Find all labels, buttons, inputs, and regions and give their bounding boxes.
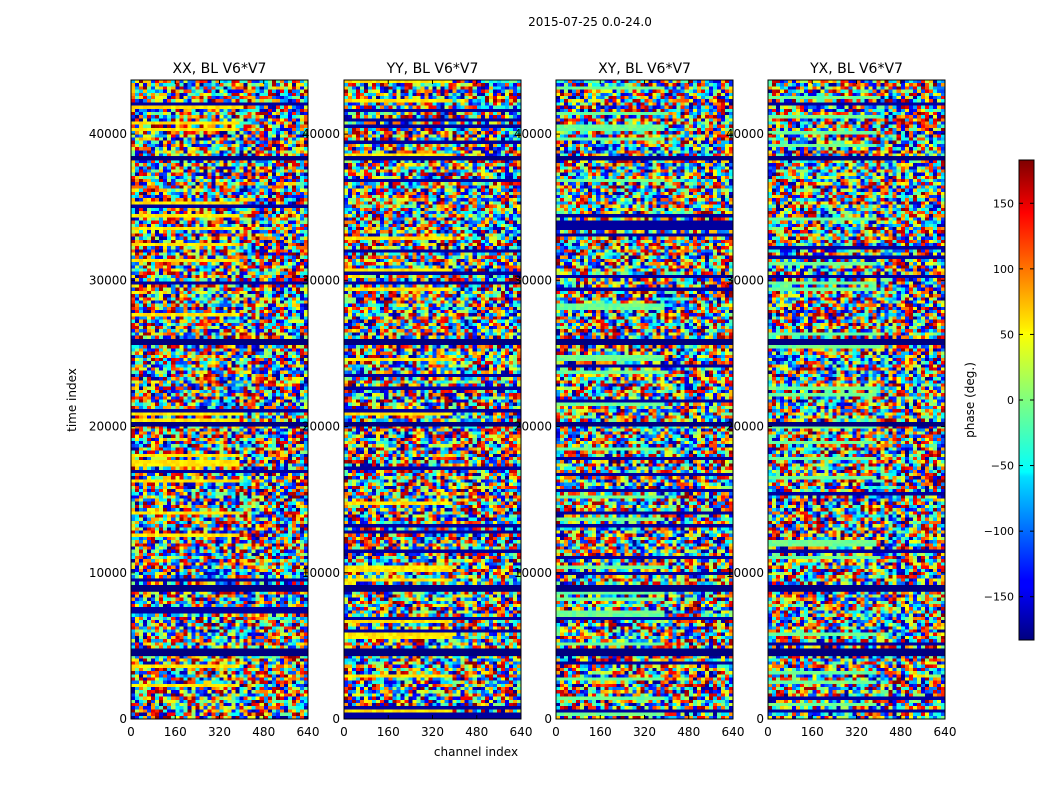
flagged-band [131,650,308,657]
y-tick-label: 30000 [89,273,127,287]
panel-title: XX, BL V6*V7 [173,61,267,77]
x-tick-label: 160 [164,725,187,739]
x-tick-label: 0 [764,725,772,739]
flagged-band [344,585,521,592]
colorbar-gradient [1019,160,1034,640]
x-tick-label: 320 [421,725,444,739]
x-tick-label: 640 [297,725,320,739]
colorbar-ticks: 150 100 50 0 −50 −100 −150 [984,197,1034,604]
phase-heatmap-xx [131,80,308,719]
x-axis-label: channel index [434,745,518,759]
panel-title: XY, BL V6*V7 [598,61,691,77]
y-tick-label: 0 [332,712,340,726]
flagged-band [556,585,733,592]
chart-suptitle: 2015-07-25 0.0-24.0 [528,15,652,29]
flagged-band [768,156,945,161]
colorbar-tick-label: 0 [1007,394,1014,407]
y-tick-label: 40000 [726,127,764,141]
y-tick-label: 30000 [302,273,340,287]
y-tick-label: 30000 [726,273,764,287]
phase-heatmap-yx [768,80,945,719]
flagged-band [344,340,521,345]
x-tick-label: 0 [127,725,135,739]
panels: XX, BL V6*V7 0 160 320 480 640 0 10000 20000 3000… [89,61,957,739]
phase-heatmap-yy [344,80,521,719]
x-tick-label: 160 [377,725,400,739]
y-tick-label: 20000 [89,420,127,434]
colorbar-tick-label: −150 [984,591,1014,604]
y-tick-label: 20000 [302,420,340,434]
flagged-band [131,585,308,592]
x-tick-label: 640 [510,725,533,739]
colorbar: 150 100 50 0 −50 −100 −150 [984,159,1035,641]
flagged-band [556,156,733,161]
y-tick-label: 10000 [302,566,340,580]
x-tick-label: 0 [340,725,348,739]
panel-xy: XY, BL V6*V7 0 160 320 480 640 0 10000 20000 3000… [514,61,745,739]
panel-title: YY, BL V6*V7 [386,61,479,77]
flagged-band [556,650,733,657]
x-tick-label: 320 [633,725,656,739]
y-tick-label: 30000 [514,273,552,287]
y-tick-label: 10000 [514,566,552,580]
x-tick-label: 480 [252,725,275,739]
x-tick-label: 320 [208,725,231,739]
y-tick-label: 40000 [302,127,340,141]
x-tick-label: 640 [722,725,745,739]
colorbar-tick-label: −100 [984,525,1014,538]
y-tick-label: 10000 [89,566,127,580]
flagged-band [344,156,521,161]
colorbar-label: phase (deg.) [963,362,977,438]
colorbar-tick-label: 150 [993,197,1014,210]
flagged-band [768,650,945,657]
y-tick-label: 0 [119,712,127,726]
y-tick-label: 0 [544,712,552,726]
x-tick-label: 640 [934,725,957,739]
x-tick-label: 320 [845,725,868,739]
flagged-band [344,422,521,427]
flagged-band [556,340,733,345]
panel-title: YX, BL V6*V7 [809,61,903,77]
y-tick-label: 0 [756,712,764,726]
flagged-band [131,340,308,345]
flagged-band [768,422,945,427]
phase-heatmap-xy [556,80,733,719]
flagged-band [131,156,308,161]
flagged-band [768,340,945,345]
panel-yy: YY, BL V6*V7 0 160 320 480 640 0 10000 20000 3000… [302,61,533,739]
flagged-band [131,422,308,427]
y-tick-label: 20000 [726,420,764,434]
flagged-band [344,650,521,657]
panel-yx: YX, BL V6*V7 0 160 320 480 640 0 10000 20000 3000… [726,61,957,739]
panel-xx: XX, BL V6*V7 0 160 320 480 640 0 10000 20000 3000… [89,61,320,739]
x-tick-label: 480 [677,725,700,739]
colorbar-tick-label: 100 [993,263,1014,276]
y-tick-label: 40000 [514,127,552,141]
colorbar-tick-label: −50 [991,460,1014,473]
x-tick-label: 480 [889,725,912,739]
y-tick-label: 40000 [89,127,127,141]
y-tick-label: 20000 [514,420,552,434]
x-tick-label: 480 [465,725,488,739]
x-tick-label: 160 [801,725,824,739]
x-tick-label: 160 [589,725,612,739]
x-tick-label: 0 [552,725,560,739]
y-axis-label: time index [65,368,79,432]
colorbar-tick-label: 50 [1000,328,1014,341]
flagged-band [556,422,733,427]
flagged-band [768,585,945,592]
y-tick-label: 10000 [726,566,764,580]
